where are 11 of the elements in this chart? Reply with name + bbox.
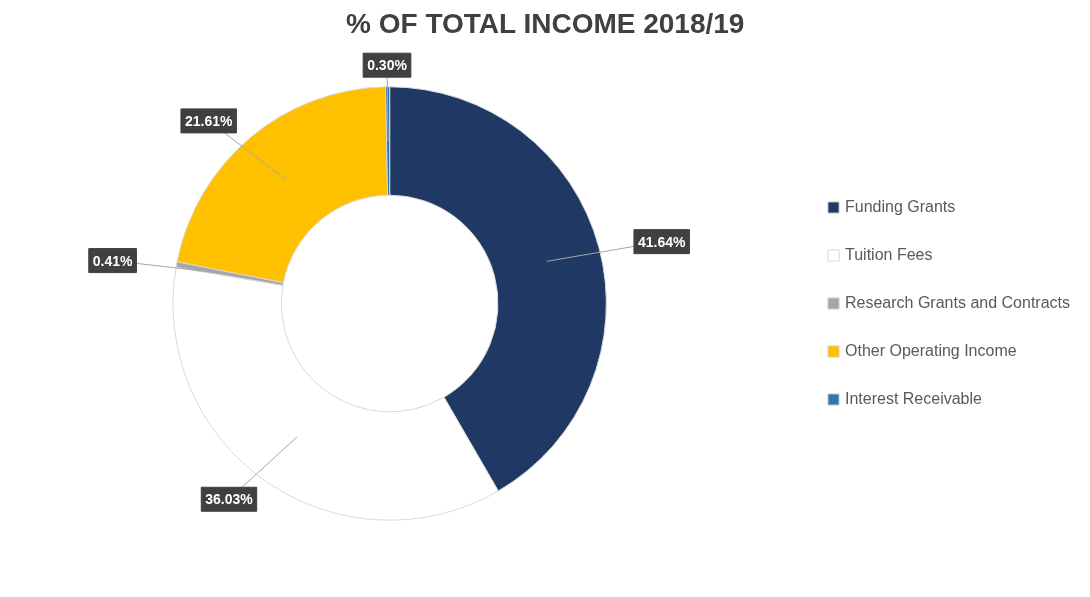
legend-label: Research Grants and Contracts	[845, 294, 1070, 312]
data-label: 0.41%	[92, 252, 134, 269]
legend-label: Other Operating Income	[845, 342, 1017, 360]
legend-label: Funding Grants	[845, 198, 956, 216]
chart-title: % OF TOTAL INCOME 2018/19	[346, 7, 745, 39]
legend-label: Tuition Fees	[845, 246, 933, 264]
legend-label: Interest Receivable	[845, 390, 982, 408]
data-label: 41.64%	[637, 233, 686, 250]
data-label: 0.30%	[367, 57, 408, 74]
data-label: 21.61%	[184, 112, 233, 129]
data-label: 36.03%	[205, 491, 254, 508]
